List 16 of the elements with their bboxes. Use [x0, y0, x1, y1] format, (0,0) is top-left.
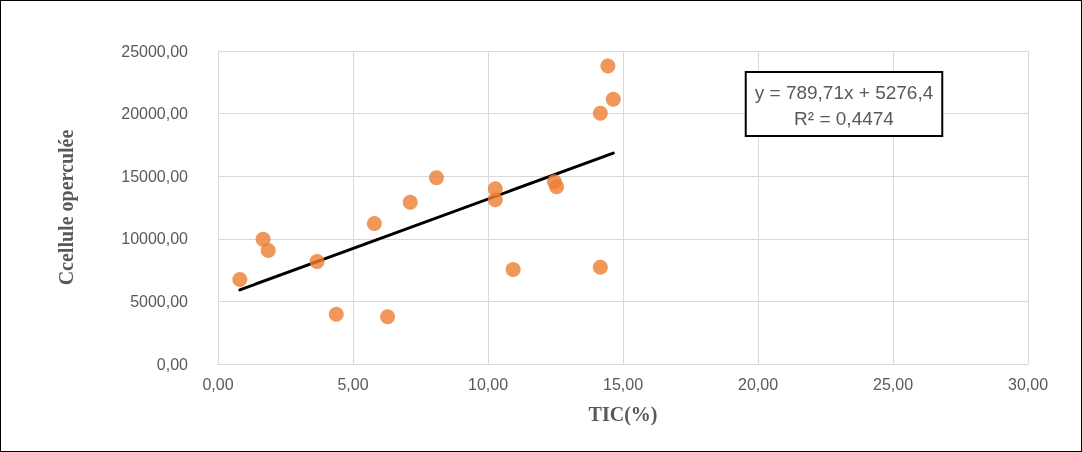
y-tick-label: 0,00: [156, 355, 189, 373]
x-axis-title: TIC(%): [588, 403, 658, 426]
x-tick-label: 20,00: [737, 375, 779, 393]
x-tick-label: 30,00: [1007, 375, 1049, 393]
x-tick-label: 10,00: [467, 375, 509, 393]
y-tick-label: 10000,00: [121, 230, 189, 248]
y-tick-label: 15000,00: [121, 167, 189, 185]
y-tick-label: 5000,00: [130, 292, 189, 310]
x-tick-label: 0,00: [202, 375, 234, 393]
y-axis-title: Ccellule operculée: [55, 129, 78, 286]
x-tick-label: 15,00: [602, 375, 644, 393]
x-tick-label: 5,00: [337, 375, 369, 393]
x-tick-label: 25,00: [872, 375, 914, 393]
annotation: y = 789,71x + 5276,4 R² = 0,4474: [754, 81, 934, 129]
y-tick-label: 25000,00: [121, 42, 189, 60]
y-tick-label: 20000,00: [121, 105, 189, 123]
